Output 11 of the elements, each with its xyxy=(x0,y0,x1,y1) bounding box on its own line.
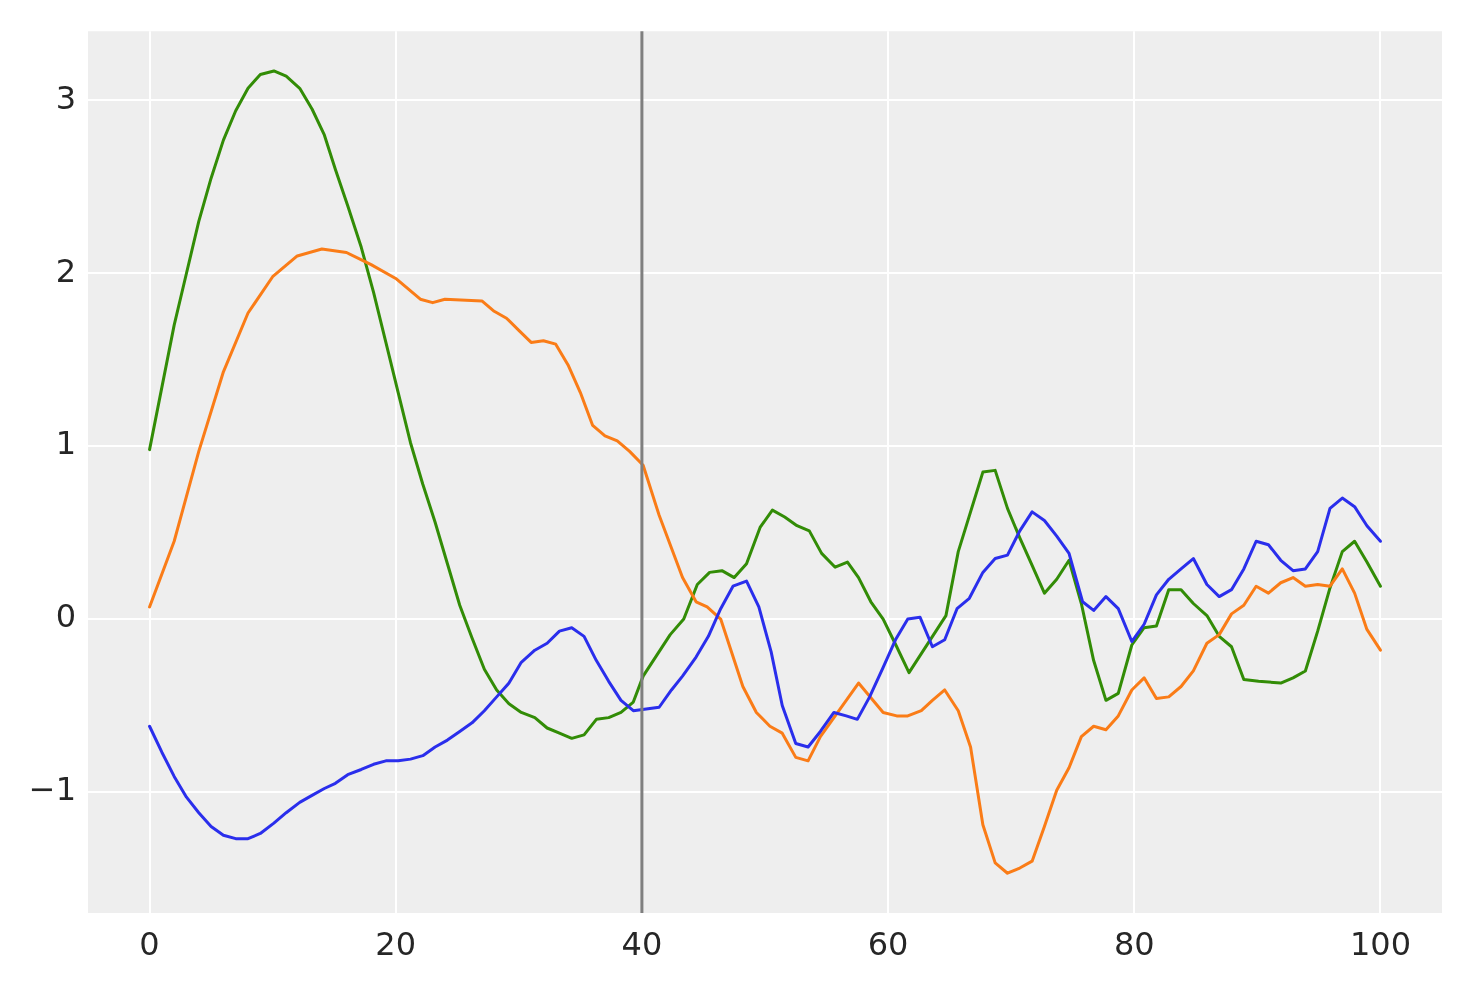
y-tick-label: 2 xyxy=(55,251,76,290)
x-tick-label: 80 xyxy=(1113,924,1155,963)
x-tick-label: 100 xyxy=(1349,924,1411,963)
y-tick-label: 0 xyxy=(55,597,76,636)
x-tick-label: 0 xyxy=(139,924,160,963)
y-tick-label: −1 xyxy=(28,770,76,809)
x-tick-label: 60 xyxy=(867,924,909,963)
x-tick-label: 20 xyxy=(375,924,417,963)
x-tick-label: 40 xyxy=(621,924,663,963)
y-tick-label: 1 xyxy=(55,424,76,463)
y-tick-label: 3 xyxy=(55,78,76,117)
